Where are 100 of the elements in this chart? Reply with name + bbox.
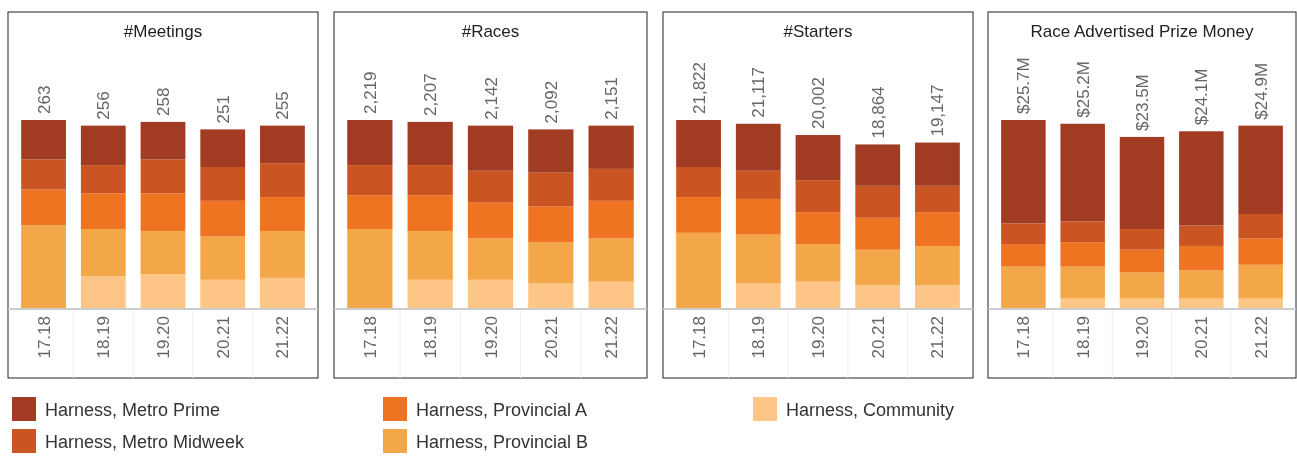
bar [467,170,514,203]
annotation: $25.7M [1014,57,1034,114]
bar [1060,123,1105,222]
x-tick-label: 20.21 [868,316,888,359]
chart-title: #Starters [783,22,853,41]
x-tick-label: 19.20 [809,316,828,359]
bar [1060,221,1105,243]
bar [407,195,453,231]
x-tick-label: 20.21 [213,316,233,359]
bar [140,159,186,194]
bar [528,283,574,308]
x-tick-label: 21.22 [928,316,948,359]
bar [200,167,246,201]
annotation: 21,117 [749,67,769,118]
bar [467,202,514,239]
chart-title: Race Advertised Prize Money [1030,22,1254,41]
x-tick-label: 17.18 [1014,316,1034,359]
annotation: 2,151 [602,77,622,120]
bar [855,185,901,218]
bar [1179,131,1224,226]
bar [21,159,66,190]
x-tick-label: 18.19 [749,316,769,359]
annotation: 20,002 [809,77,828,130]
bar [1238,238,1283,265]
x-tick-label: 20.21 [541,316,561,359]
legend-label: Harness, Provincial B [416,432,589,452]
annotation: 255 [273,91,293,120]
legend-label: Harness, Metro Prime [45,400,221,420]
bar [795,244,841,282]
bar [1238,298,1283,308]
bar [855,249,901,286]
bar [407,230,453,280]
bar [1179,225,1224,246]
bar [21,120,66,160]
bar [528,206,574,243]
bar [676,120,721,167]
bar [1060,298,1105,308]
x-tick-label: 17.18 [34,316,54,359]
bar [260,277,305,308]
bar [528,242,574,284]
chart-title: #Races [461,22,520,41]
bar [1238,125,1283,214]
x-tick-label: 19.20 [154,316,173,359]
bar [467,279,514,308]
bar [140,121,186,160]
annotation: 258 [154,87,173,116]
bar [347,195,393,230]
bar [1179,298,1224,308]
bar [676,232,721,308]
bar [21,225,66,308]
bar [140,193,186,231]
x-tick-label: 18.19 [421,316,441,359]
bar [140,230,186,275]
bar [200,200,246,237]
bar [915,212,960,246]
bar [735,234,781,284]
bar [467,125,514,171]
bar [855,217,901,250]
annotation: 2,142 [481,77,501,120]
bar [260,125,305,164]
bar [588,168,634,201]
bar [795,135,841,181]
x-tick-label: 21.22 [1251,316,1271,359]
bar [1060,266,1105,299]
bar [1119,249,1165,273]
bar [795,281,841,308]
legend-label: Harness, Metro Midweek [45,432,246,452]
bar [1001,223,1046,245]
annotation: 19,147 [928,84,948,137]
bar [855,144,901,186]
bar [80,193,126,230]
bar [347,165,393,196]
annotation: 2,092 [541,80,561,124]
annotation: 251 [213,95,233,124]
bar [1119,229,1165,250]
bar [407,121,453,166]
bar [915,285,960,308]
bar [915,142,960,186]
bar [200,279,246,308]
annotation: 2,219 [360,71,380,114]
bar [80,165,126,194]
bar [588,125,634,169]
bar [588,200,634,239]
bar [676,167,721,198]
bar [347,120,393,166]
bar [347,229,393,308]
annotation: 21,822 [689,62,709,114]
annotation: $23.5M [1133,74,1152,131]
bar [588,238,634,282]
bar [200,236,246,280]
bar [1119,298,1165,308]
annotation: $24.9M [1251,62,1271,120]
x-tick-label: 20.21 [1192,316,1212,359]
annotation: 18,864 [868,86,888,139]
bar [588,281,634,308]
bar [260,163,305,198]
bar [855,285,901,308]
bar [735,283,781,308]
bar [1060,242,1105,267]
bar [795,180,841,213]
